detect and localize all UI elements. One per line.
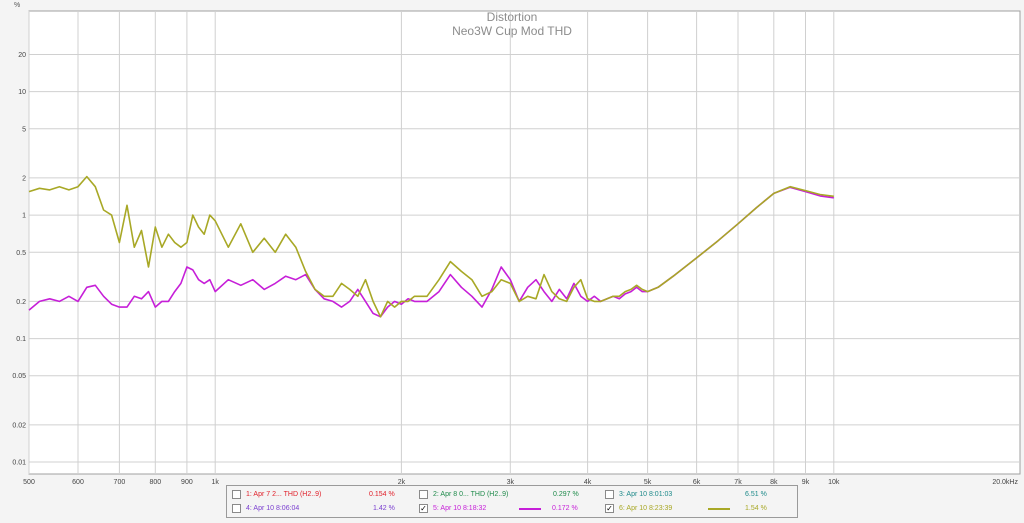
y-tick-label: 0.02 [12, 422, 26, 429]
x-tick-label: 800 [149, 479, 161, 486]
x-tick-label: 10k [828, 479, 840, 486]
x-tick-label: 600 [72, 479, 84, 486]
x-tick-label: 5k [644, 479, 652, 486]
x-tick-label: 700 [114, 479, 126, 486]
y-unit-label: % [14, 2, 20, 9]
y-tick-label: 0.2 [16, 299, 26, 306]
chart-title: Distortion [487, 10, 538, 24]
legend-value-5: 0.172 % [552, 505, 578, 512]
legend: 1: Apr 7 2... THD (H2..9) 0.154 % 2: Apr… [226, 485, 798, 518]
legend-label-5: 5: Apr 10 8:18:32 [433, 505, 487, 512]
legend-item-4[interactable]: 4: Apr 10 8:06:04 1.42 % [232, 502, 412, 516]
legend-label-1: 1: Apr 7 2... THD (H2..9) [246, 491, 322, 498]
x-tick-label: 8k [770, 479, 778, 486]
legend-label-6: 6: Apr 10 8:23:39 [619, 505, 673, 512]
y-tick-label: 0.5 [16, 250, 26, 257]
legend-item-5[interactable]: ✓ 5: Apr 10 8:18:32 0.172 % [419, 502, 599, 516]
x-tick-label: 2k [398, 479, 406, 486]
legend-label-3: 3: Apr 10 8:01:03 [619, 491, 673, 498]
y-tick-label: 0.01 [12, 460, 26, 467]
legend-value-3: 6.51 % [745, 491, 767, 498]
x-tick-label: 9k [802, 479, 810, 486]
legend-item-3[interactable]: 3: Apr 10 8:01:03 6.51 % [605, 488, 793, 502]
x-tick-label: 3k [507, 479, 515, 486]
y-tick-label: 2 [22, 175, 26, 182]
x-unit-label: 20.0kHz [992, 479, 1018, 486]
y-tick-label: 0.05 [12, 373, 26, 380]
x-tick-label: 900 [181, 479, 193, 486]
chart-subtitle: Neo3W Cup Mod THD [452, 24, 572, 38]
legend-label-2: 2: Apr 8 0... THD (H2..9) [433, 491, 509, 498]
y-tick-label: 1 [22, 213, 26, 220]
x-tick-label: 1k [211, 479, 219, 486]
legend-checkbox-2[interactable] [419, 490, 428, 499]
legend-checkbox-3[interactable] [605, 490, 614, 499]
y-tick-label: 10 [18, 89, 26, 96]
series-line-6 [28, 175, 834, 318]
legend-item-6[interactable]: ✓ 6: Apr 10 8:23:39 1.54 % [605, 502, 793, 516]
legend-value-1: 0.154 % [369, 491, 395, 498]
x-tick-label: 4k [584, 479, 592, 486]
legend-value-4: 1.42 % [373, 505, 395, 512]
legend-checkbox-4[interactable] [232, 504, 241, 513]
x-tick-label: 6k [693, 479, 701, 486]
legend-label-4: 4: Apr 10 8:06:04 [246, 505, 300, 512]
tick-labels: 500 600 700 800 900 1k 2k 3k 4k 5k 6k 7k 8k 9k 10k2010… [12, 52, 840, 486]
legend-item-2[interactable]: 2: Apr 8 0... THD (H2..9) 0.297 % [419, 488, 599, 502]
y-tick-label: 5 [22, 126, 26, 133]
legend-value-2: 0.297 % [553, 491, 579, 498]
legend-swatch-6 [708, 508, 730, 510]
series-lines [28, 175, 834, 318]
legend-item-1[interactable]: 1: Apr 7 2... THD (H2..9) 0.154 % [232, 488, 412, 502]
legend-checkbox-5[interactable]: ✓ [419, 504, 428, 513]
y-tick-label: 0.1 [16, 336, 26, 343]
legend-checkbox-6[interactable]: ✓ [605, 504, 614, 513]
grid-lines [28, 11, 1020, 474]
x-tick-label: 7k [734, 479, 742, 486]
legend-checkbox-1[interactable] [232, 490, 241, 499]
x-tick-label: 500 [23, 479, 35, 486]
plot-area [28, 10, 1021, 475]
y-tick-label: 20 [18, 52, 26, 59]
legend-value-6: 1.54 % [745, 505, 767, 512]
legend-swatch-5 [519, 508, 541, 510]
